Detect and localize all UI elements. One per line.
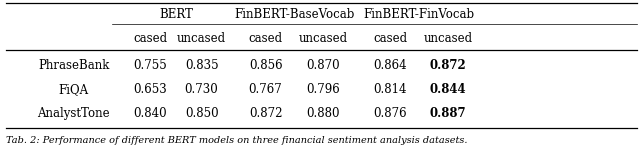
Text: uncased: uncased — [177, 32, 226, 45]
Text: cased: cased — [248, 32, 283, 45]
Text: 0.755: 0.755 — [134, 59, 167, 72]
Text: 0.767: 0.767 — [249, 83, 282, 96]
Text: 0.872: 0.872 — [429, 59, 467, 72]
Text: 0.864: 0.864 — [374, 59, 407, 72]
Text: 0.872: 0.872 — [249, 107, 282, 120]
Text: FinBERT-FinVocab: FinBERT-FinVocab — [364, 8, 475, 21]
Text: 0.796: 0.796 — [307, 83, 340, 96]
Text: BERT: BERT — [159, 8, 193, 21]
Text: 0.730: 0.730 — [185, 83, 218, 96]
Text: FiQA: FiQA — [58, 83, 89, 96]
Text: cased: cased — [373, 32, 408, 45]
Text: 0.876: 0.876 — [374, 107, 407, 120]
Text: 0.653: 0.653 — [134, 83, 167, 96]
Text: 0.840: 0.840 — [134, 107, 167, 120]
Text: 0.850: 0.850 — [185, 107, 218, 120]
Text: uncased: uncased — [424, 32, 472, 45]
Text: 0.856: 0.856 — [249, 59, 282, 72]
Text: 0.887: 0.887 — [429, 107, 467, 120]
Text: 0.880: 0.880 — [307, 107, 340, 120]
Text: FinBERT-BaseVocab: FinBERT-BaseVocab — [234, 8, 355, 21]
Text: PhraseBank: PhraseBank — [38, 59, 109, 72]
Text: AnalystTone: AnalystTone — [37, 107, 110, 120]
Text: 0.870: 0.870 — [307, 59, 340, 72]
Text: 0.814: 0.814 — [374, 83, 407, 96]
Text: cased: cased — [133, 32, 168, 45]
Text: uncased: uncased — [299, 32, 348, 45]
Text: Tab. 2: Performance of different BERT models on three financial sentiment analys: Tab. 2: Performance of different BERT mo… — [6, 136, 468, 145]
Text: 0.844: 0.844 — [429, 83, 467, 96]
Text: 0.835: 0.835 — [185, 59, 218, 72]
